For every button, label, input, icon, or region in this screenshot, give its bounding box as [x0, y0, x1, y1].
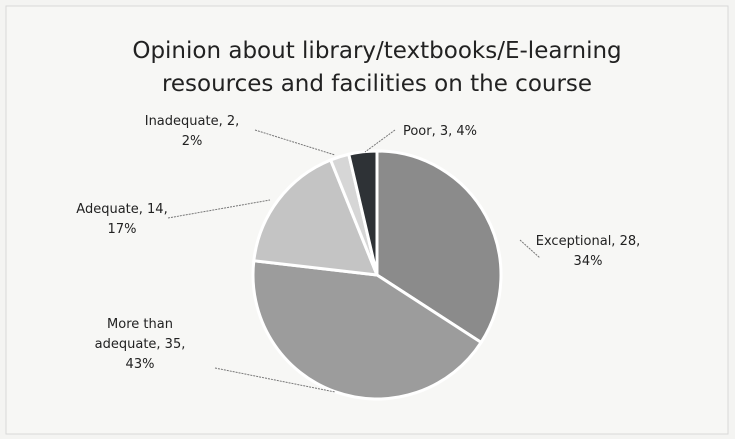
- data-label: 43%: [126, 357, 155, 372]
- data-label: Adequate, 14,: [76, 202, 167, 217]
- data-label: 34%: [574, 254, 603, 269]
- data-label: More than: [107, 317, 173, 332]
- leader-line: [214, 367, 336, 393]
- chart-title: Opinion about library/textbooks/E-learni…: [132, 38, 621, 97]
- pie-slice: [346, 149, 379, 276]
- data-label: 17%: [108, 222, 137, 237]
- data-label: Exceptional, 28,: [536, 234, 641, 249]
- leader-line: [167, 199, 271, 219]
- leader-line: [254, 129, 336, 156]
- leader-line: [364, 129, 396, 153]
- leader-line: [519, 239, 541, 259]
- data-label: Poor, 3, 4%: [403, 124, 477, 139]
- data-label: adequate, 35,: [95, 337, 186, 352]
- pie-slice: [251, 259, 484, 401]
- pie-slice: [252, 158, 380, 277]
- data-label: 2%: [182, 134, 203, 149]
- data-label: Inadequate, 2,: [145, 114, 240, 129]
